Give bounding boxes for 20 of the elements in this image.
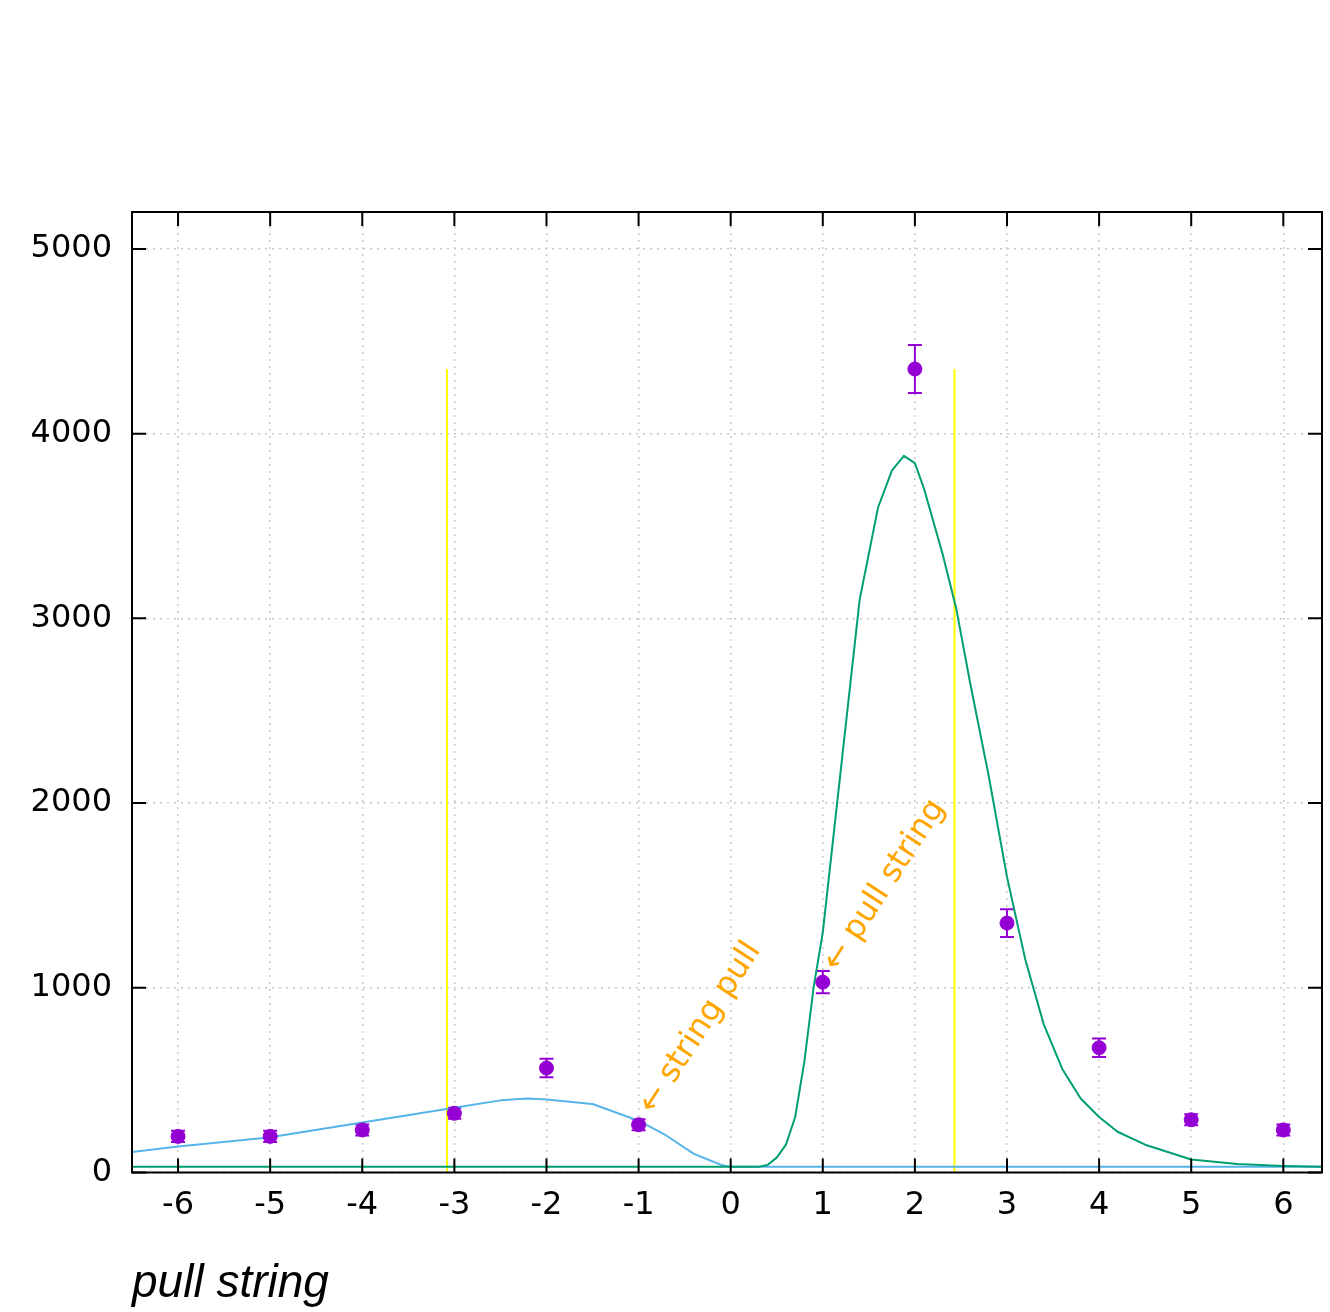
x-tick-label: -6 — [162, 1183, 195, 1222]
y-tick-label: 5000 — [30, 227, 112, 266]
x-axis-title: pull string — [130, 1255, 330, 1308]
x-tick-label: 5 — [1181, 1183, 1202, 1222]
y-tick-label: 2000 — [30, 781, 112, 820]
x-tick-label: -3 — [438, 1183, 471, 1222]
x-tick-label: -4 — [346, 1183, 379, 1222]
y-tick-label: 0 — [91, 1150, 112, 1189]
x-tick-label: -2 — [530, 1183, 563, 1222]
y-tick-label: 1000 — [30, 966, 112, 1005]
x-tick-label: 2 — [904, 1183, 926, 1222]
x-tick-label: 1 — [812, 1183, 833, 1222]
x-tick-label: 6 — [1273, 1183, 1294, 1222]
x-tick-label: -1 — [622, 1183, 655, 1222]
x-tick-label: 4 — [1088, 1183, 1110, 1222]
x-tick-label: -5 — [254, 1183, 287, 1222]
x-tick-label: 0 — [720, 1183, 741, 1222]
y-tick-label: 4000 — [30, 411, 112, 450]
y-tick-label: 3000 — [30, 596, 112, 635]
x-tick-label: 3 — [996, 1183, 1018, 1222]
